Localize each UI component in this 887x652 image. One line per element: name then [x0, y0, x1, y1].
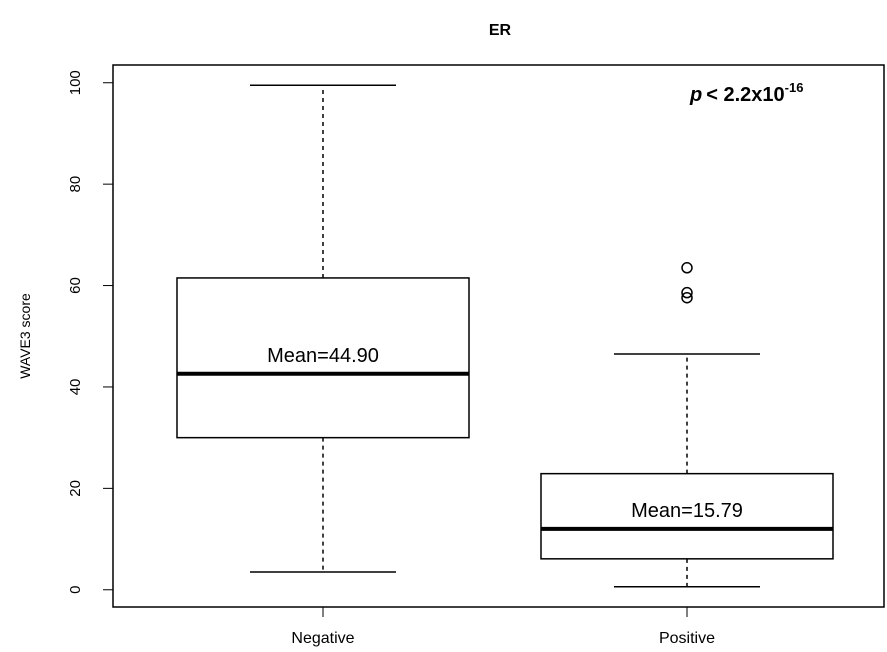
y-tick-label: 60: [67, 277, 84, 294]
y-tick-label: 80: [67, 176, 84, 193]
box: [176, 277, 470, 439]
chart-title: ER: [489, 22, 512, 39]
p-value: p < 2.2x10-16: [689, 80, 803, 106]
outlier: [681, 286, 693, 299]
outlier: [681, 262, 693, 274]
p-text: < 2.2x10: [706, 84, 784, 106]
mean-annotation: Mean=15.79: [631, 500, 743, 522]
mean-annotation: Mean=44.90: [267, 345, 379, 367]
x-tick-label: Negative: [291, 630, 354, 647]
p-symbol: p: [689, 84, 702, 106]
box: [540, 472, 834, 560]
y-tick-label: 0: [67, 586, 84, 594]
y-axis-label: WAVE3 score: [17, 293, 33, 379]
y-tick-label: 20: [67, 480, 84, 497]
outlier: [681, 291, 693, 304]
y-tick-label: 40: [67, 379, 84, 396]
y-tick-label: 100: [67, 70, 84, 95]
x-tick-label: Positive: [659, 630, 715, 647]
p-exponent: -16: [785, 80, 804, 95]
